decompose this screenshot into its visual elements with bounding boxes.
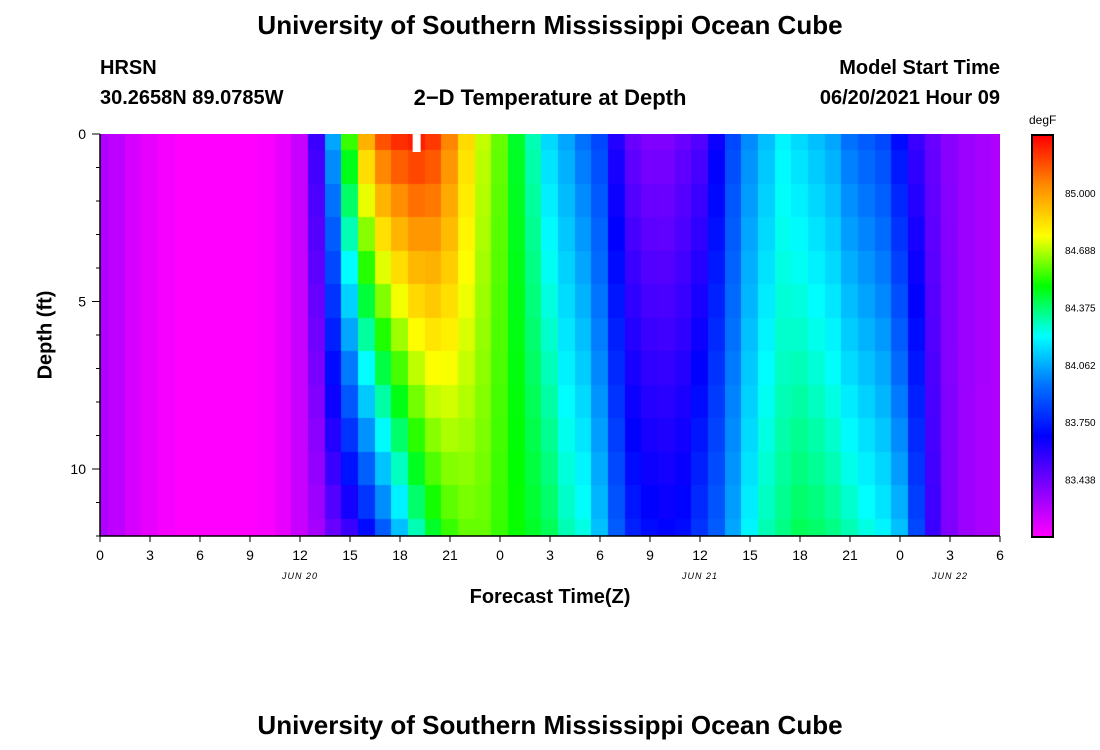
x-tick-label: 9 bbox=[246, 547, 254, 563]
station-coordinates: 30.2658N 89.0785W bbox=[100, 87, 284, 109]
colorbar-tick-label: 83.438 bbox=[1065, 475, 1096, 486]
temperature-heatmap bbox=[100, 134, 1000, 536]
page-title-bottom: University of Southern Mississippi Ocean… bbox=[257, 710, 843, 740]
station-name: HRSN bbox=[100, 57, 157, 79]
x-tick-label: 18 bbox=[792, 547, 808, 563]
colorbar-unit: degF bbox=[1029, 113, 1057, 127]
colorbar-tick-label: 84.375 bbox=[1065, 304, 1096, 315]
x-tick-label: 21 bbox=[842, 547, 858, 563]
page-title-top: University of Southern Mississippi Ocean… bbox=[257, 10, 843, 40]
x-axis-label: Forecast Time(Z) bbox=[469, 586, 631, 608]
x-tick-label: 21 bbox=[442, 547, 458, 563]
chart-subtitle: 2−D Temperature at Depth bbox=[413, 85, 687, 110]
x-tick-label: 6 bbox=[196, 547, 204, 563]
x-tick-label: 12 bbox=[692, 547, 708, 563]
x-tick-label: 0 bbox=[896, 547, 904, 563]
y-tick-label: 5 bbox=[78, 294, 86, 310]
colorbar-tick-label: 85.000 bbox=[1065, 189, 1096, 200]
x-date-label: JUN 22 bbox=[931, 571, 968, 581]
x-tick-label: 0 bbox=[96, 547, 104, 563]
x-date-label: JUN 20 bbox=[281, 571, 318, 581]
colorbar-tick-label: 83.750 bbox=[1065, 418, 1096, 429]
y-tick-label: 10 bbox=[70, 461, 86, 477]
x-date-label: JUN 21 bbox=[681, 571, 718, 581]
x-tick-label: 15 bbox=[742, 547, 758, 563]
colorbar-tick-label: 84.688 bbox=[1065, 246, 1096, 257]
x-tick-label: 6 bbox=[996, 547, 1004, 563]
x-tick-label: 6 bbox=[596, 547, 604, 563]
colorbar bbox=[1031, 134, 1054, 538]
y-tick-label: 0 bbox=[78, 126, 86, 142]
x-tick-label: 3 bbox=[546, 547, 554, 563]
x-tick-label: 9 bbox=[646, 547, 654, 563]
x-tick-label: 18 bbox=[392, 547, 408, 563]
model-start-time: 06/20/2021 Hour 09 bbox=[819, 87, 1000, 109]
x-tick-label: 3 bbox=[146, 547, 154, 563]
colorbar-tick-label: 84.062 bbox=[1065, 361, 1096, 372]
x-tick-label: 3 bbox=[946, 547, 954, 563]
model-start-label: Model Start Time bbox=[839, 57, 1000, 79]
x-tick-label: 0 bbox=[496, 547, 504, 563]
current-time-marker bbox=[412, 134, 421, 152]
y-axis-label: Depth (ft) bbox=[34, 290, 57, 380]
x-tick-label: 15 bbox=[342, 547, 358, 563]
x-tick-label: 12 bbox=[292, 547, 308, 563]
